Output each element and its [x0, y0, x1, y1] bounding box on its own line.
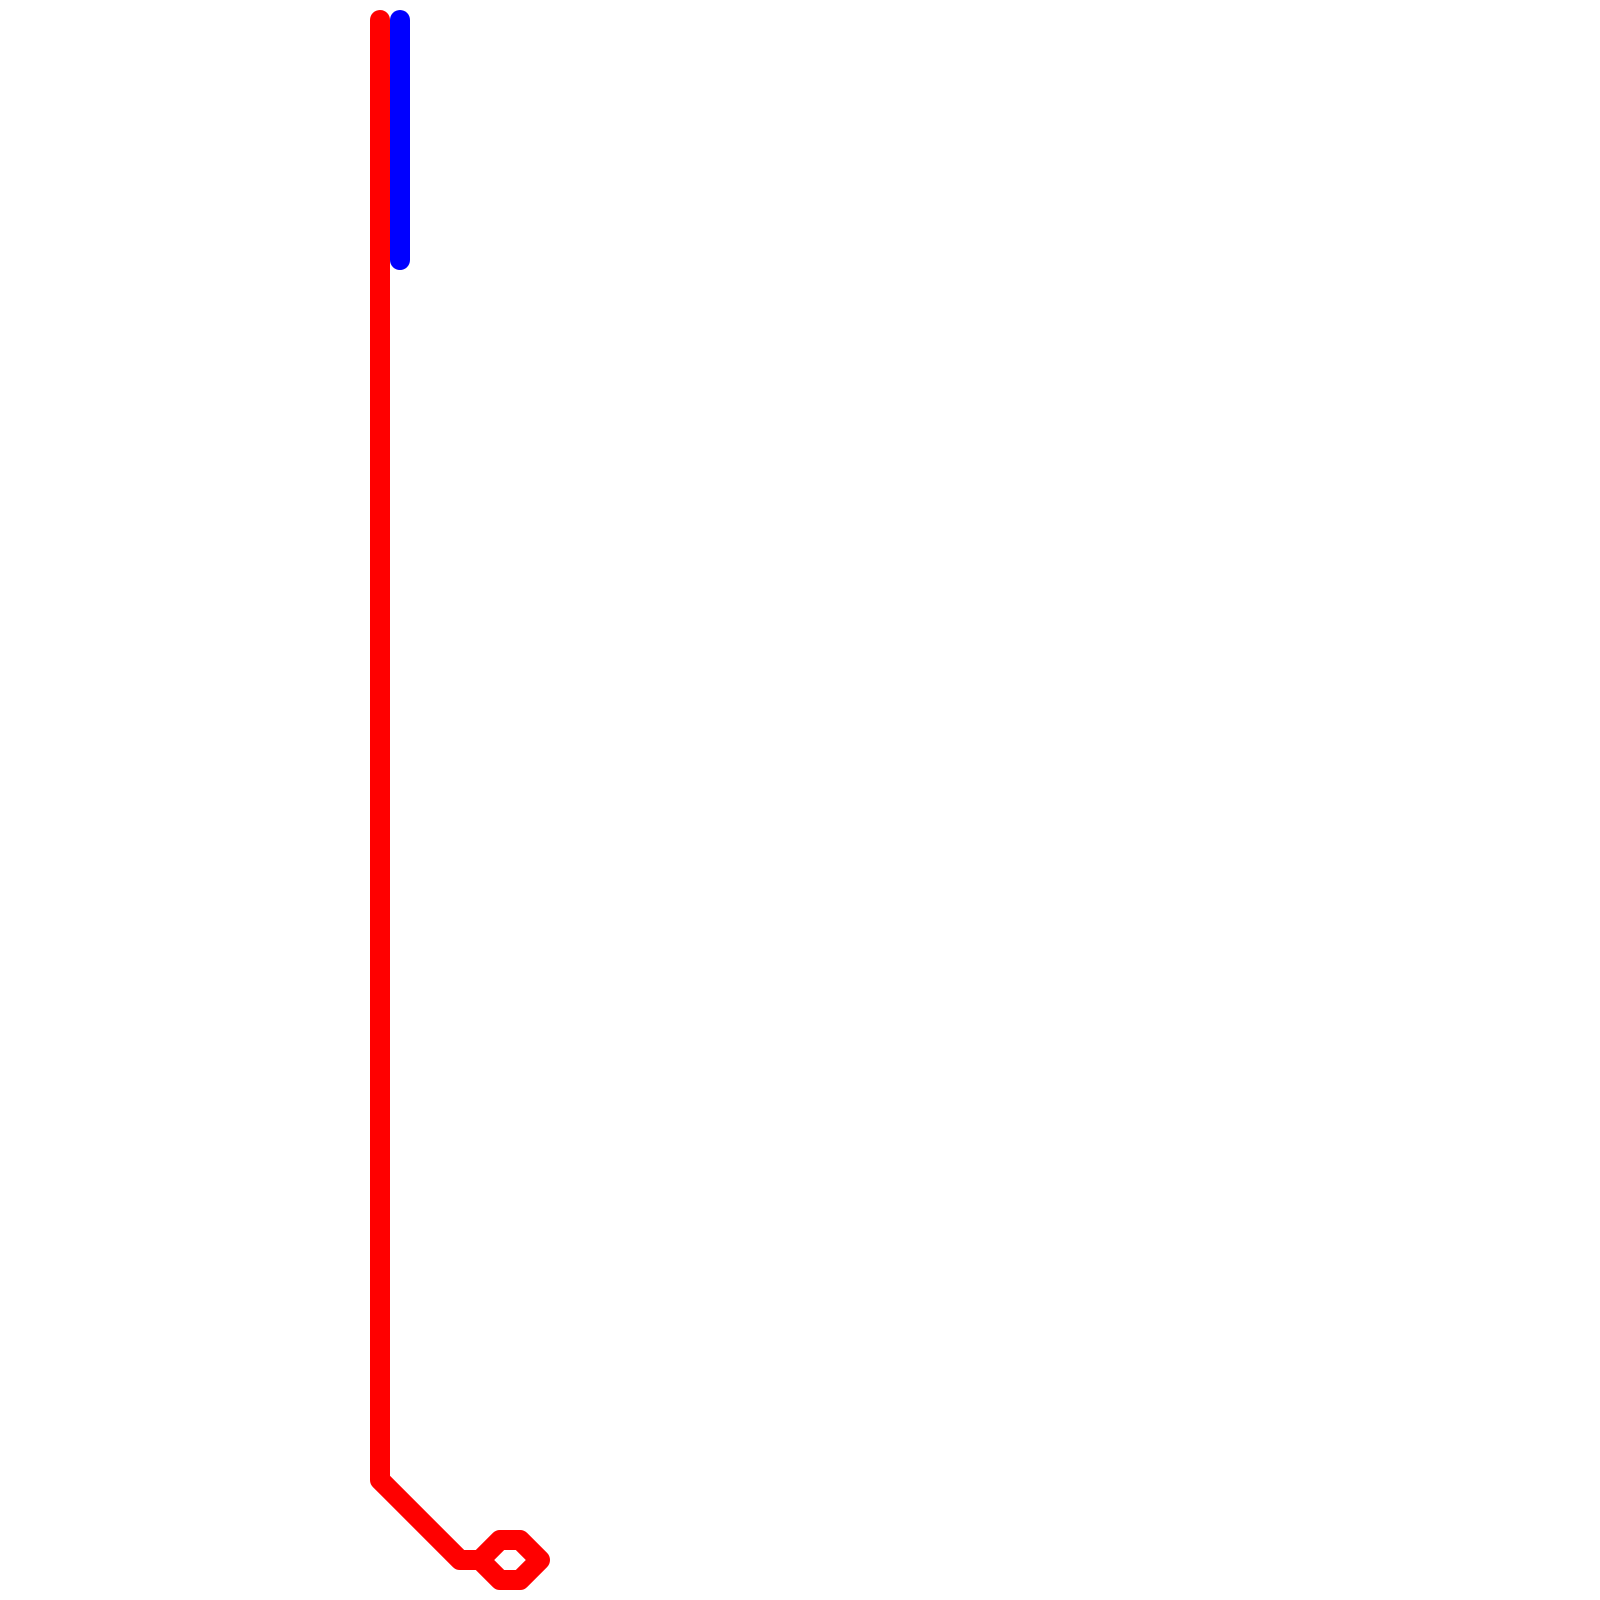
red-path: [370, 10, 550, 1590]
